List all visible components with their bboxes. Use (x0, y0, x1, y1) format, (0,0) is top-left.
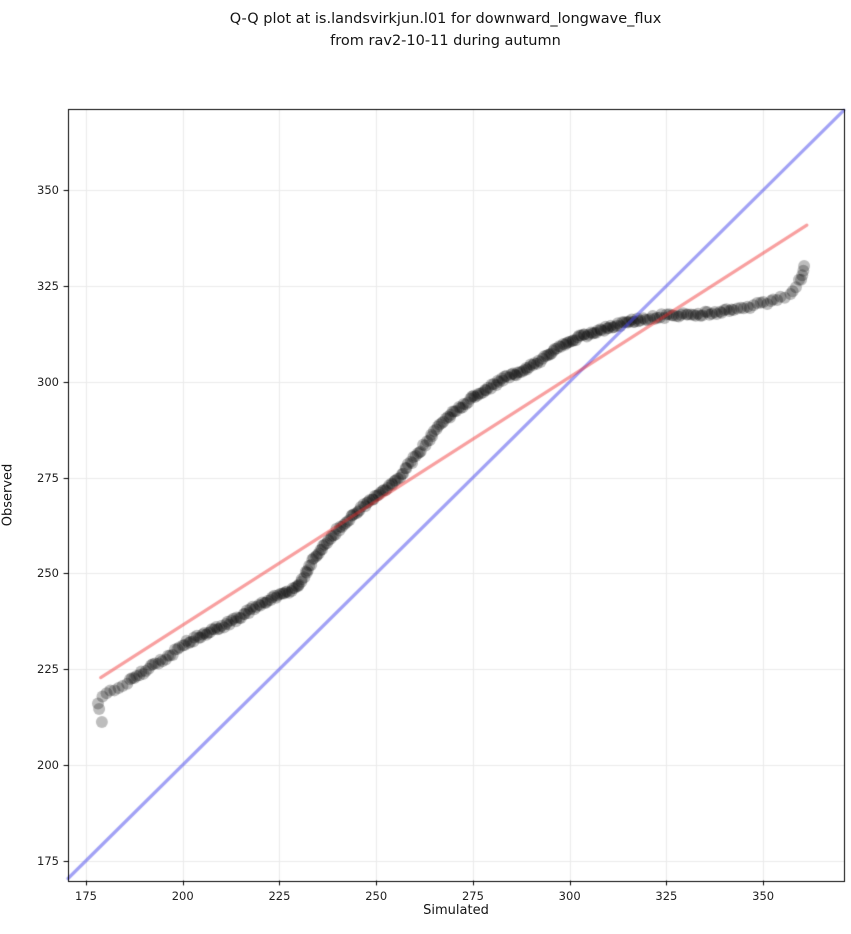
x-tick-label: 275 (461, 889, 484, 903)
y-tick-label: 300 (37, 374, 59, 389)
x-tick-label: 325 (655, 889, 678, 903)
x-tick-label: 200 (171, 889, 194, 903)
x-tick-label: 350 (752, 889, 775, 903)
y-tick-label: 275 (37, 470, 59, 485)
x-tick-label: 250 (365, 889, 388, 903)
y-tick-label: 175 (37, 853, 59, 868)
y-axis-label: Observed (0, 463, 16, 527)
x-tick-label: 225 (268, 889, 291, 903)
x-tick-label: 300 (558, 889, 581, 903)
y-tick-label: 200 (37, 757, 59, 772)
y-tick-label: 350 (37, 183, 59, 198)
y-tick-label: 325 (37, 279, 59, 293)
x-axis-label: Simulated (423, 903, 489, 918)
x-tick-label: 175 (75, 889, 97, 903)
y-tick-label: 250 (37, 566, 59, 581)
y-tick-label: 225 (37, 662, 59, 677)
